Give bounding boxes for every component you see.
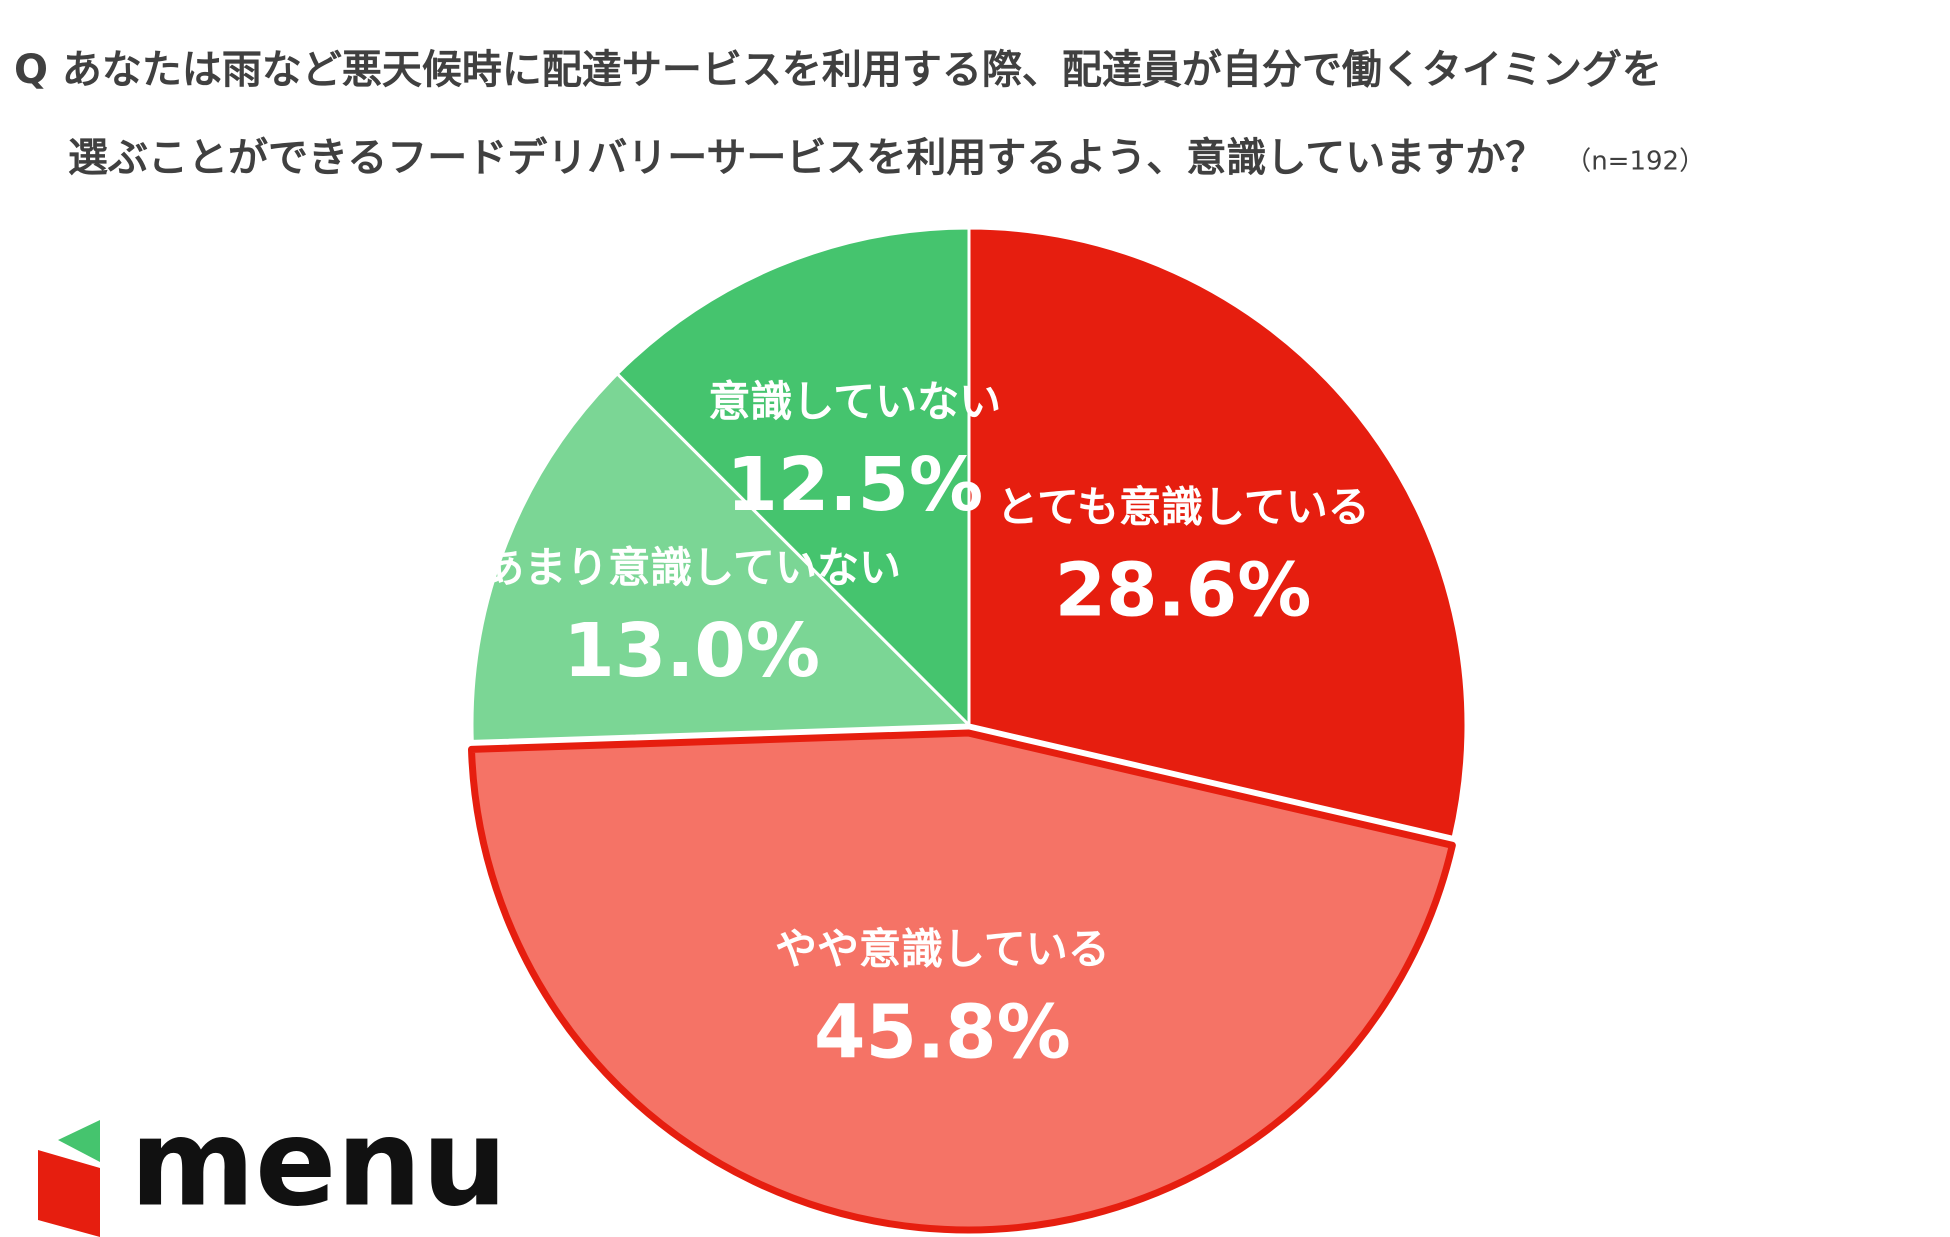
pie-slice: [615, 226, 971, 727]
slice-label: 意識していない: [708, 377, 1001, 426]
logo: menu: [38, 1095, 507, 1237]
chart-title: Q あなたは雨など悪天候時に配達サービスを利用する際、配達員が自分で働くタイミン…: [14, 47, 1662, 93]
pie-slice: [470, 372, 971, 743]
slice-label: やや意識している: [775, 925, 1110, 974]
logo-mark: [38, 1150, 100, 1237]
value-label: 12.5%: [726, 442, 983, 528]
sample-size: （n=192）: [1565, 147, 1705, 177]
slice-label: とても意識している: [996, 482, 1369, 531]
pie-slice: [967, 226, 1468, 839]
value-label: 13.0%: [563, 608, 820, 694]
logo-text: menu: [130, 1095, 507, 1234]
value-label: 45.8%: [814, 990, 1071, 1076]
value-label: 28.6%: [1055, 547, 1312, 633]
pie: [467, 226, 1468, 1234]
chart-title: 選ぶことができるフードデリバリーサービスを利用するよう、意識していますか？: [68, 135, 1545, 181]
logo-mark: [58, 1120, 100, 1162]
slice-label: あまり意識していない: [482, 543, 901, 592]
pie-slice: [467, 729, 1456, 1234]
